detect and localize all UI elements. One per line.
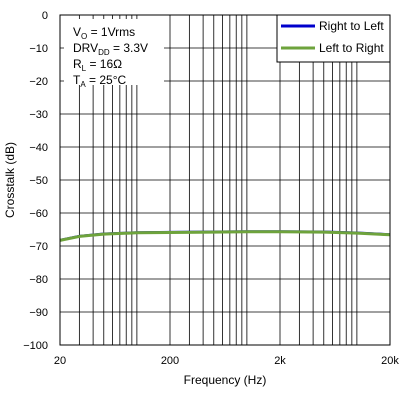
legend-label: Left to Right xyxy=(319,41,384,55)
y-tick-label: −60 xyxy=(29,208,48,220)
y-axis-ticks: 0 −10 −20 −30 −40 −50 −60 −70 −80 −90 −100 xyxy=(23,10,48,352)
x-axis-label: Frequency (Hz) xyxy=(184,373,267,387)
y-tick-label: −90 xyxy=(29,307,48,319)
y-tick-label: −100 xyxy=(23,340,48,352)
legend-label: Right to Left xyxy=(319,19,384,33)
conditions-box-background xyxy=(64,19,164,85)
y-axis-label: Crosstalk (dB) xyxy=(3,142,17,218)
y-tick-label: −70 xyxy=(29,241,48,253)
condition-line: TA = 25°C xyxy=(73,73,127,89)
x-axis-ticks: 20 200 2k 20k xyxy=(54,355,399,367)
x-tick-label: 200 xyxy=(161,355,179,367)
x-tick-label: 20k xyxy=(381,355,399,367)
condition-line: RL = 16Ω xyxy=(73,57,122,73)
condition-line: VO = 1Vrms xyxy=(73,25,135,41)
y-tick-label: −10 xyxy=(29,43,48,55)
series-line-left-to-right xyxy=(59,230,391,242)
legend: Right to Left Left to Right xyxy=(276,14,391,63)
y-tick-label: −40 xyxy=(29,142,48,154)
legend-frame xyxy=(276,14,391,63)
condition-line: DRVDD = 3.3V xyxy=(73,41,148,57)
plot-frame xyxy=(59,14,391,346)
y-tick-label: −50 xyxy=(29,175,48,187)
x-tick-label: 20 xyxy=(54,355,66,367)
plot-series xyxy=(59,230,391,242)
legend-items: Right to Left Left to Right xyxy=(281,19,384,55)
y-tick-label: −30 xyxy=(29,109,48,121)
x-tick-label: 2k xyxy=(274,355,286,367)
y-tick-label: −80 xyxy=(29,274,48,286)
y-tick-label: −20 xyxy=(29,76,48,88)
y-tick-label: 0 xyxy=(42,10,48,22)
